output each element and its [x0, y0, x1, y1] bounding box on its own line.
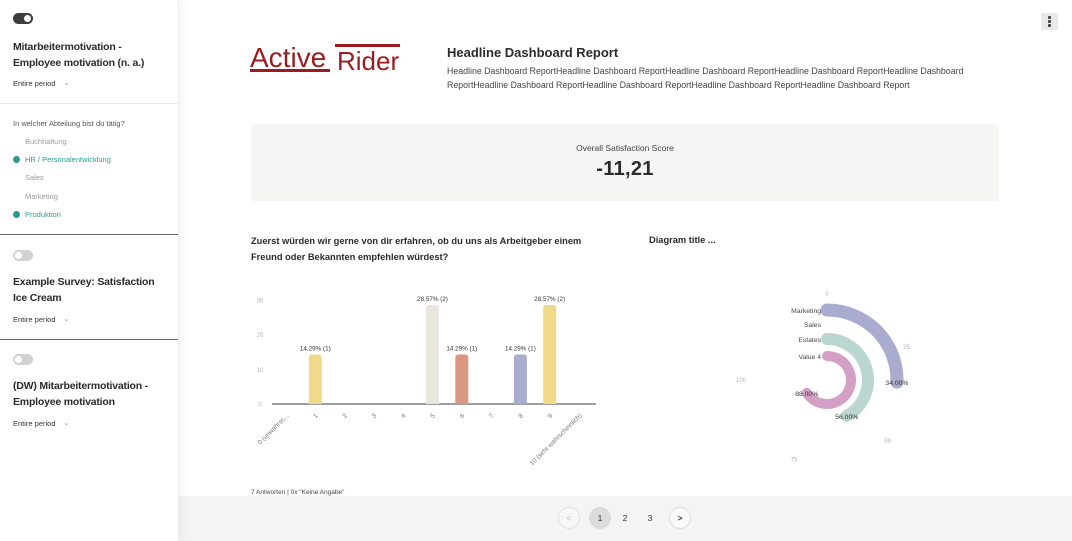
kpi-label: Overall Satisfaction Score — [576, 143, 674, 153]
y-tick-label: 30 — [257, 299, 264, 305]
selected-dot-icon — [13, 211, 20, 218]
x-tick-label: 9 — [547, 412, 555, 420]
radial-tick-label: 100 — [736, 378, 747, 384]
filter-option-produktion[interactable]: Produktion — [25, 210, 61, 219]
x-tick-label: 3 — [371, 412, 379, 420]
filter-option-hr[interactable]: HR / Personalentwicklung — [25, 155, 111, 164]
filter-option-sales[interactable]: Sales — [25, 173, 44, 182]
bar-value-label: 14.29% (1) — [505, 345, 536, 352]
radial-category-label: Value 4 — [798, 354, 821, 361]
logo-word-active: Active — [250, 42, 326, 73]
next-page-button[interactable]: > — [669, 507, 691, 529]
radial-tick-label: 75 — [791, 457, 798, 463]
toggle-knob — [15, 356, 22, 363]
filter-question: In welcher Abteilung bist du tätig? — [13, 119, 125, 128]
radial-chart-title: Diagram title ... — [649, 235, 716, 245]
y-tick-label: 0 — [258, 403, 262, 409]
bar-chart-title: Zuerst würden wir gerne von dir erfahren… — [251, 236, 582, 262]
page-description: Headline Dashboard ReportHeadline Dashbo… — [447, 66, 964, 90]
radial-value-label: 56.00% — [835, 414, 858, 421]
bar-value-label: 14.29% (1) — [446, 345, 477, 352]
kpi-card: Overall Satisfaction Score -11,21 — [251, 124, 999, 201]
x-tick-label: 1 — [312, 412, 320, 420]
page-1-button[interactable]: 1 — [589, 507, 611, 529]
radial-category-label: Estates — [798, 337, 821, 344]
x-tick-label: 6 — [459, 412, 467, 420]
chevron-down-icon: ⌄ — [63, 420, 70, 427]
x-tick-label: 7 — [488, 412, 496, 420]
survey-1-toggle[interactable] — [13, 13, 33, 24]
survey-1-period-dropdown[interactable]: Entire period ⌄ — [13, 79, 69, 88]
radial-value-label: 34.00% — [885, 380, 908, 387]
period-label: Entire period — [13, 419, 56, 428]
toggle-knob — [24, 15, 31, 22]
bar[interactable] — [308, 354, 322, 404]
bar-value-label: 28.57% (2) — [534, 296, 565, 303]
divider — [0, 339, 178, 340]
page-2-button[interactable]: 2 — [622, 513, 628, 523]
kebab-menu-icon — [1048, 24, 1051, 27]
period-label: Entire period — [13, 315, 56, 324]
survey-3-period-dropdown[interactable]: Entire period ⌄ — [13, 419, 69, 428]
x-tick-label: 0 (unwahrsc... — [257, 412, 291, 446]
x-tick-label: 5 — [429, 412, 437, 420]
bar-chart: 0 10 20 30 0 (unwahrsc... 14.29% (1) 1 2 3 4 28.57… — [257, 296, 596, 467]
x-tick-label: 10 (sehr wahrscheinlich) — [529, 412, 584, 467]
survey-2-toggle[interactable] — [13, 250, 33, 261]
bar[interactable] — [543, 304, 557, 404]
y-tick-label: 10 — [257, 368, 264, 374]
radial-value-label: 88.00% — [795, 391, 818, 398]
page-title: Headline Dashboard Report — [447, 45, 619, 60]
company-logo: Active Rider — [250, 42, 400, 76]
chevron-down-icon: ⌄ — [63, 80, 70, 87]
radial-category-label: Marketing — [791, 308, 821, 315]
radial-bar-chart: 0 25 50 75 100 34.00% Marketing Sales 56.00% Esta… — [736, 292, 910, 463]
prev-page-button[interactable]: < — [558, 507, 580, 529]
selected-dot-icon — [13, 156, 20, 163]
radial-bar[interactable] — [820, 303, 904, 389]
kebab-menu-icon — [1048, 20, 1051, 23]
y-tick-label: 20 — [257, 333, 264, 339]
logo-underline — [250, 69, 330, 72]
bar[interactable] — [513, 354, 527, 404]
radial-bar[interactable] — [801, 351, 856, 409]
period-label: Entire period — [13, 79, 56, 88]
divider — [0, 234, 178, 235]
survey-3-toggle[interactable] — [13, 354, 33, 365]
chevron-down-icon: ⌄ — [63, 316, 70, 323]
radial-tick-label: 25 — [903, 345, 910, 351]
survey-2-period-dropdown[interactable]: Entire period ⌄ — [13, 315, 69, 324]
survey-2-title: Example Survey: Satisfaction Ice Cream — [13, 276, 155, 304]
filter-option-buchhaltung[interactable]: Buchhaltung — [25, 137, 67, 146]
divider — [0, 103, 178, 104]
x-tick-label: 8 — [517, 412, 525, 420]
logo-word-rider: Rider — [337, 46, 399, 76]
x-tick-label: 2 — [342, 412, 350, 420]
logo-overline — [335, 44, 400, 47]
radial-tick-label: 0 — [825, 292, 829, 298]
bar-value-label: 28.57% (2) — [417, 296, 448, 303]
bar-chart-footer: 7 Antworten | 0x "Keine Angabe" — [251, 489, 345, 496]
toggle-knob — [15, 252, 22, 259]
kebab-menu-icon — [1048, 16, 1051, 19]
sidebar: Mitarbeitermotivation - Employee motivat… — [0, 0, 179, 541]
radial-bar[interactable] — [821, 333, 874, 422]
x-tick-label: 4 — [400, 412, 408, 420]
bar-value-label: 14.29% (1) — [300, 345, 331, 352]
kpi-value: -11,21 — [596, 158, 654, 180]
bar[interactable] — [426, 304, 439, 404]
page-3-button[interactable]: 3 — [647, 513, 653, 523]
filter-option-marketing[interactable]: Marketing — [25, 192, 58, 201]
more-options-button[interactable] — [1041, 13, 1058, 30]
radial-category-label: Sales — [804, 322, 822, 329]
pagination-bar: < 1 2 3 > — [178, 496, 1072, 541]
survey-1-title: Mitarbeitermotivation - Employee motivat… — [13, 41, 145, 69]
bar[interactable] — [455, 354, 469, 404]
survey-3-title: (DW) Mitarbeitermotivation - Employee mo… — [13, 380, 148, 408]
radial-tick-label: 50 — [884, 439, 891, 445]
